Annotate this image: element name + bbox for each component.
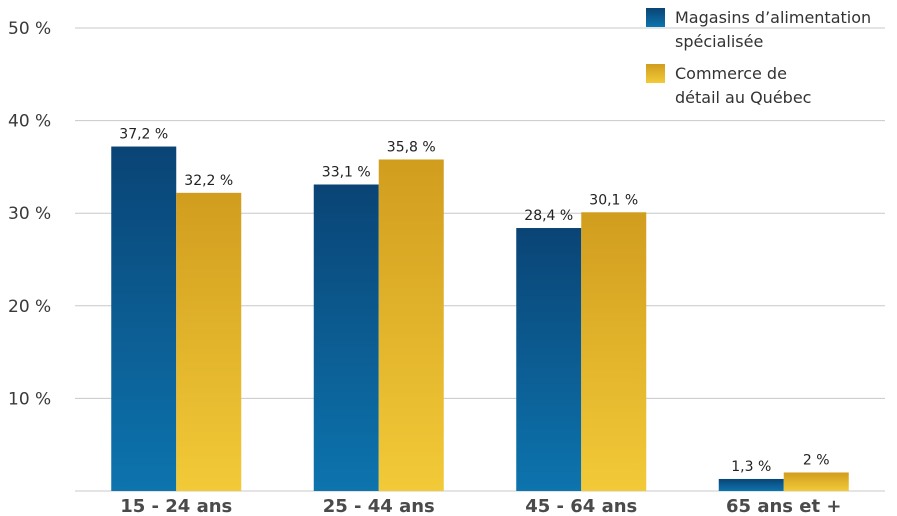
x-category-label: 45 - 64 ans xyxy=(525,496,637,516)
bar-data-label: 28,4 % xyxy=(524,208,573,224)
legend-label: Magasins d’alimentation xyxy=(675,8,871,27)
legend-label: spécialisée xyxy=(675,32,763,51)
legend-swatch xyxy=(646,64,665,83)
x-category-label: 25 - 44 ans xyxy=(323,496,435,516)
bar-data-label: 37,2 % xyxy=(119,127,168,143)
x-axis-categories: 15 - 24 ans 25 - 44 ans 45 - 64 ans 65 ans … xyxy=(120,496,841,516)
y-axis-ticks: 10 % 20 % 30 % 40 % 50 % xyxy=(8,19,51,409)
legend-label: détail au Québec xyxy=(675,88,811,107)
y-tick-label: 10 % xyxy=(8,389,51,409)
legend-swatch xyxy=(646,8,665,27)
x-category-label: 65 ans et + xyxy=(726,496,841,516)
bar-series-2 xyxy=(378,159,444,491)
bar-series-1 xyxy=(313,184,379,491)
data-labels: 37,2 % 32,2 % 33,1 % 35,8 % 28,4 % 30,1 % 1,3 … xyxy=(119,127,829,475)
bar-data-label: 1,3 % xyxy=(731,459,771,475)
bar-series-1 xyxy=(111,146,177,491)
bar-data-label: 33,1 % xyxy=(322,164,371,180)
x-category-label: 15 - 24 ans xyxy=(120,496,232,516)
y-tick-label: 50 % xyxy=(8,19,51,39)
bar-data-label: 2 % xyxy=(803,452,830,468)
bar-data-label: 35,8 % xyxy=(387,139,436,155)
bar-series-2 xyxy=(783,472,849,491)
bar-data-label: 30,1 % xyxy=(589,192,638,208)
bar-series-1 xyxy=(718,478,784,491)
y-tick-label: 40 % xyxy=(8,112,51,132)
bar-series-1 xyxy=(516,228,582,492)
legend: Magasins d’alimentation spécialisée Commer… xyxy=(646,8,871,107)
y-tick-label: 20 % xyxy=(8,297,51,317)
legend-label: Commerce de xyxy=(675,64,787,83)
bar-data-label: 32,2 % xyxy=(184,173,233,189)
bar-series-2 xyxy=(176,192,242,491)
bar-series-2 xyxy=(581,212,647,492)
bars xyxy=(111,146,849,492)
y-tick-label: 30 % xyxy=(8,204,51,224)
